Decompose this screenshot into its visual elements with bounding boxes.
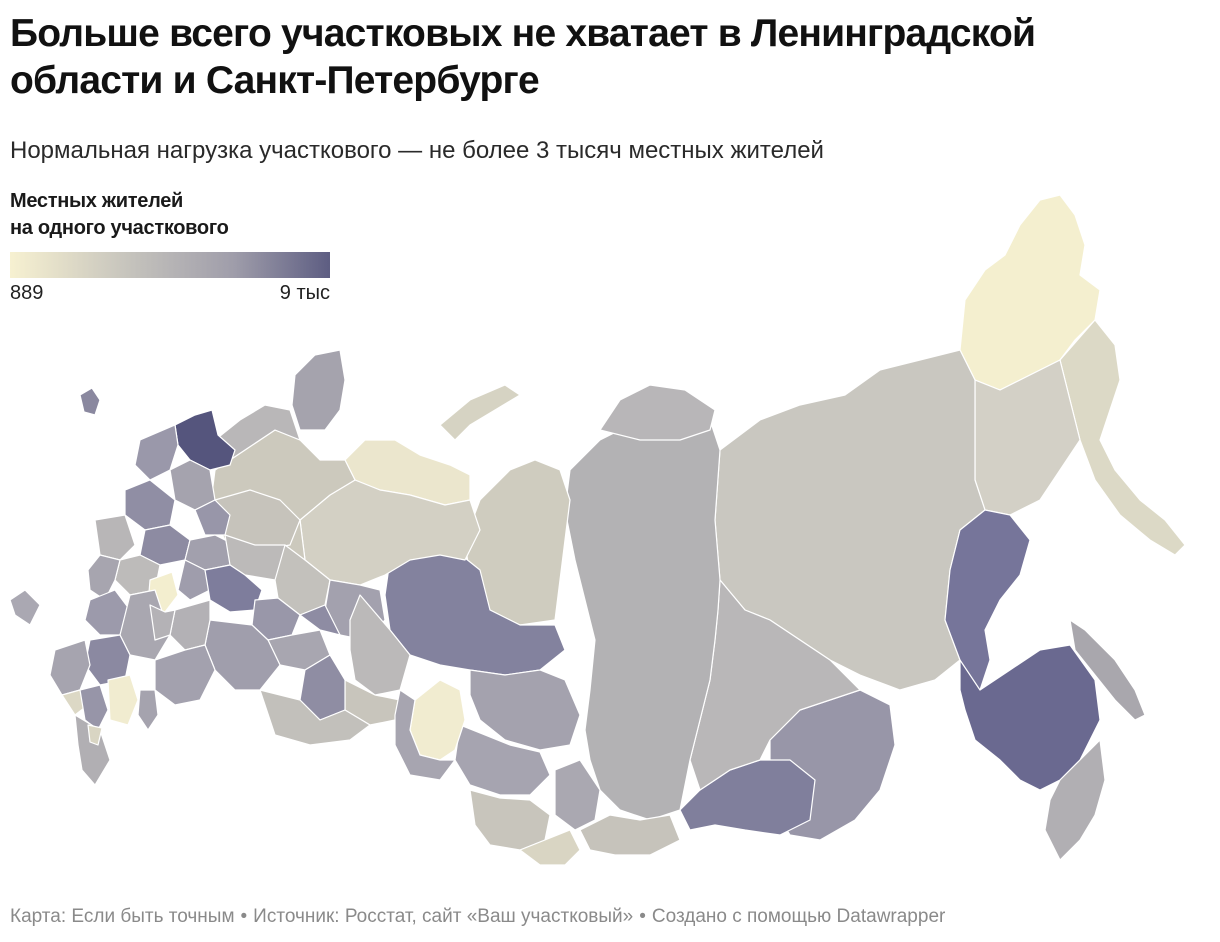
region-tambov[interactable] (149, 604, 176, 641)
footer: Карта: Если быть точным • Источник: Росста… (10, 906, 945, 928)
footer-source: Источник: Росстат, сайт «Ваш участковый» (253, 906, 634, 927)
region-novosibirsk[interactable] (454, 724, 551, 796)
region-altai-rep[interactable] (519, 829, 581, 866)
region-volgograd[interactable] (154, 644, 216, 706)
color-legend: Местных жителей на одного участкового 88… (10, 188, 330, 308)
legend-title-line-2: на одного участкового (10, 217, 229, 239)
legend-min-label: 889 (10, 282, 44, 304)
legend-title-line-1: Местных жителей (10, 190, 184, 212)
region-kamchatka[interactable] (1059, 319, 1186, 556)
region-tver[interactable] (124, 479, 176, 531)
region-altai-krai[interactable] (469, 789, 551, 851)
page-subtitle: Нормальная нагрузка участкового — не бол… (10, 137, 824, 164)
legend-max-label: 9 тыс (279, 282, 330, 304)
page-title: Больше всего участковых не хватает в Лен… (10, 10, 1200, 104)
title-line-1: Больше всего участковых не хватает в Лен… (10, 12, 1036, 55)
region-kaliningrad[interactable] (79, 387, 101, 416)
legend-title: Местных жителей на одного участкового (10, 188, 330, 242)
legend-ticks: 889 9 тыс (10, 282, 330, 308)
region-leningrad[interactable] (174, 409, 236, 471)
footer-map-credit: Карта: Если быть точным (10, 906, 235, 927)
region-orenburg[interactable] (259, 689, 371, 746)
region-udmurt[interactable] (299, 604, 341, 636)
region-krasnodar[interactable] (49, 639, 91, 696)
region-kemerovo[interactable] (554, 759, 601, 831)
title-line-2: области и Санкт-Петербурге (10, 59, 540, 102)
region-vladimir[interactable] (177, 559, 211, 601)
region-penza-ulyanovsk[interactable] (169, 599, 211, 651)
region-crimea[interactable] (9, 589, 41, 626)
region-yaroslavl[interactable] (194, 499, 231, 536)
footer-separator: • (240, 906, 248, 927)
region-khabarovsk[interactable] (944, 509, 1031, 701)
region-primorye[interactable] (1044, 739, 1106, 861)
region-smolensk[interactable] (94, 514, 136, 561)
footer-separator: • (639, 906, 646, 927)
region-astrakhan[interactable] (137, 689, 159, 731)
region-sakhalin[interactable] (1069, 619, 1146, 721)
region-dagestan[interactable] (87, 724, 103, 746)
region-novaya-zemlya[interactable] (439, 384, 521, 441)
region-khakassia-tuva[interactable] (579, 814, 681, 856)
legend-gradient-bar (10, 252, 330, 278)
region-taimyr-north[interactable] (599, 384, 716, 441)
region-kalmykia[interactable] (107, 674, 139, 726)
region-tomsk[interactable] (469, 669, 581, 751)
region-murmansk[interactable] (291, 349, 346, 431)
region-stavropol[interactable] (79, 684, 109, 731)
footer-made-with: Создано с помощью Datawrapper (651, 906, 946, 927)
region-tyumen[interactable] (394, 689, 456, 781)
russia-choropleth-map (9, 194, 1186, 866)
